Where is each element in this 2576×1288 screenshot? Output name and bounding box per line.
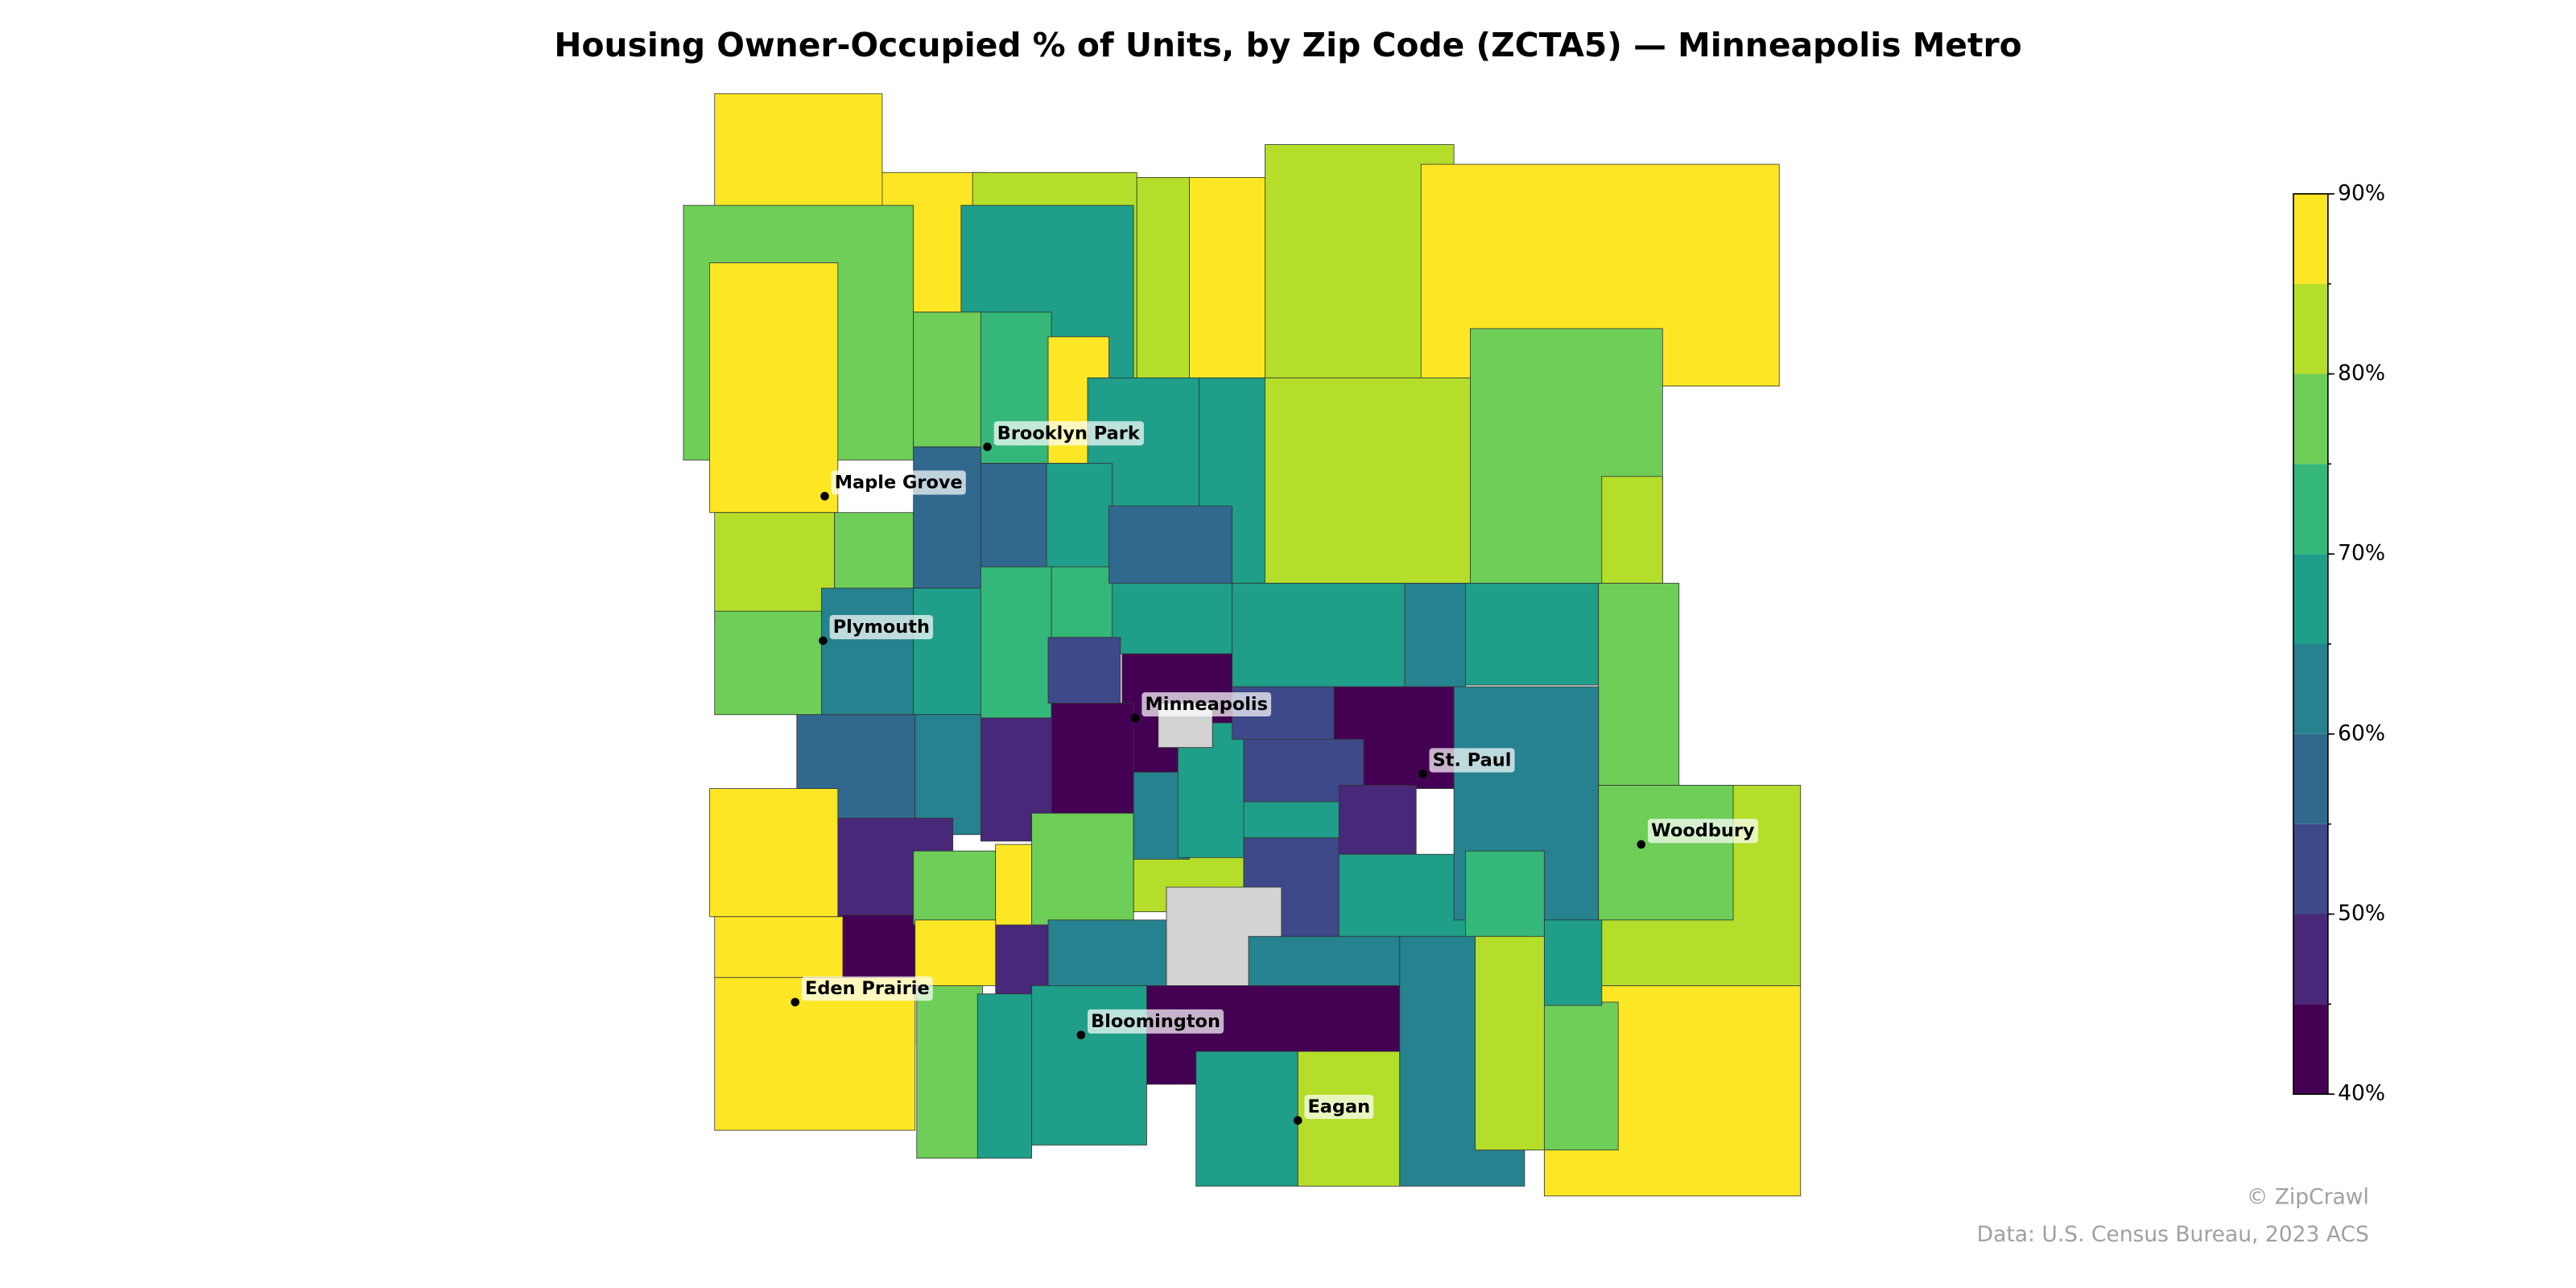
zip-region bbox=[980, 463, 1047, 572]
zip-region bbox=[1543, 919, 1603, 1006]
colorbar-bin bbox=[2293, 644, 2328, 734]
zip-region bbox=[709, 788, 839, 918]
zip-region bbox=[914, 714, 981, 836]
zip-region bbox=[834, 512, 914, 592]
colorbar-bin bbox=[2293, 1004, 2328, 1095]
colorbar-tick-label: 90% bbox=[2338, 180, 2385, 205]
city-dot bbox=[820, 492, 829, 501]
zip-region bbox=[1031, 812, 1134, 926]
colorbar-bin bbox=[2293, 193, 2328, 284]
city-dot bbox=[819, 636, 828, 646]
city-label: Eden Prairie bbox=[805, 978, 930, 999]
city-label-box bbox=[1088, 1009, 1224, 1034]
colorbar-bin bbox=[2293, 914, 2328, 1005]
zip-region bbox=[1601, 476, 1663, 584]
city-dot bbox=[1130, 713, 1140, 723]
zip-region bbox=[714, 976, 916, 1131]
zip-region bbox=[1543, 1001, 1619, 1150]
city-label: Brooklyn Park bbox=[997, 423, 1141, 444]
city-label: Plymouth bbox=[833, 617, 930, 638]
city-dot bbox=[791, 997, 800, 1007]
zip-region bbox=[1598, 785, 1734, 921]
zip-region bbox=[916, 985, 983, 1159]
source-note: Data: U.S. Census Bureau, 2023 ACS bbox=[1977, 1222, 2369, 1247]
colorbar-tick-label: 60% bbox=[2338, 720, 2385, 745]
city-label-box bbox=[801, 976, 933, 1001]
colorbar-frame bbox=[2293, 193, 2329, 1095]
zip-region bbox=[976, 993, 1033, 1159]
zip-region bbox=[709, 262, 839, 514]
city-label: Eagan bbox=[1307, 1096, 1370, 1117]
colorbar: 40% 50% 60% 70% 80% 90% bbox=[2293, 180, 2385, 1106]
colorbar-bin bbox=[2293, 374, 2328, 464]
city-label-box bbox=[829, 615, 934, 640]
colorbar-bin bbox=[2293, 283, 2328, 374]
zip-region bbox=[913, 588, 981, 716]
zip-region bbox=[913, 312, 981, 448]
city-label-box bbox=[993, 421, 1144, 446]
city-dot bbox=[1293, 1116, 1302, 1125]
zip-region bbox=[1046, 463, 1113, 579]
zip-region bbox=[1598, 583, 1680, 786]
colorbar-tick-label: 40% bbox=[2338, 1081, 2385, 1106]
zip-region bbox=[913, 850, 997, 926]
city-label-box bbox=[1141, 691, 1272, 717]
city-dot bbox=[1418, 769, 1427, 778]
colorbar-tick-label: 70% bbox=[2338, 541, 2385, 566]
zip-region bbox=[1112, 577, 1233, 654]
zip-region bbox=[1232, 583, 1406, 691]
zip-region bbox=[1051, 703, 1134, 831]
city-label: St. Paul bbox=[1433, 749, 1512, 770]
zip-region bbox=[714, 916, 844, 978]
city-dot bbox=[1076, 1030, 1086, 1040]
city-dot bbox=[1637, 840, 1646, 849]
zip-region bbox=[1265, 377, 1496, 584]
city-label-box bbox=[831, 470, 966, 495]
city-label: Woodbury bbox=[1651, 820, 1755, 841]
city-label-box bbox=[1429, 748, 1515, 773]
zip-region bbox=[1465, 583, 1600, 686]
zip-region bbox=[714, 512, 836, 621]
zip-region bbox=[1108, 506, 1233, 584]
zip-region bbox=[995, 924, 1049, 995]
colorbar-bin bbox=[2293, 733, 2328, 824]
city-label: Minneapolis bbox=[1145, 694, 1268, 715]
zip-region bbox=[1195, 1051, 1298, 1187]
zip-region bbox=[980, 566, 1052, 719]
city-label: Maple Grove bbox=[835, 473, 963, 493]
zip-region bbox=[914, 919, 997, 986]
colorbar-tick-label: 50% bbox=[2338, 901, 2385, 926]
zip-region bbox=[913, 446, 981, 589]
colorbar-bin bbox=[2293, 464, 2328, 555]
zip-region bbox=[1338, 853, 1466, 937]
colorbar-bin bbox=[2293, 824, 2328, 914]
zip-region bbox=[1338, 785, 1417, 855]
zip-region bbox=[1248, 935, 1401, 986]
zip-region bbox=[995, 844, 1033, 929]
city-dot bbox=[983, 442, 992, 452]
region-layer bbox=[683, 93, 1802, 1197]
colorbar-bin bbox=[2293, 554, 2328, 644]
zip-region bbox=[821, 588, 914, 716]
zip-region bbox=[714, 610, 822, 716]
colorbar-tick-label: 80% bbox=[2338, 361, 2385, 386]
city-label: Bloomington bbox=[1091, 1011, 1220, 1032]
zip-region bbox=[1136, 177, 1190, 378]
zip-region bbox=[1047, 637, 1121, 704]
map-title: Housing Owner-Occupied % of Units, by Zi… bbox=[554, 26, 2021, 64]
city-label-box bbox=[1647, 819, 1759, 844]
city-layer: Brooklyn Park Maple Grove Plymouth Minneapo… bbox=[791, 421, 1759, 1125]
zip-region bbox=[1047, 919, 1175, 986]
city-label-box bbox=[1304, 1094, 1374, 1120]
zip-region bbox=[1404, 583, 1466, 691]
credit: © ZipCrawl bbox=[2247, 1184, 2369, 1209]
